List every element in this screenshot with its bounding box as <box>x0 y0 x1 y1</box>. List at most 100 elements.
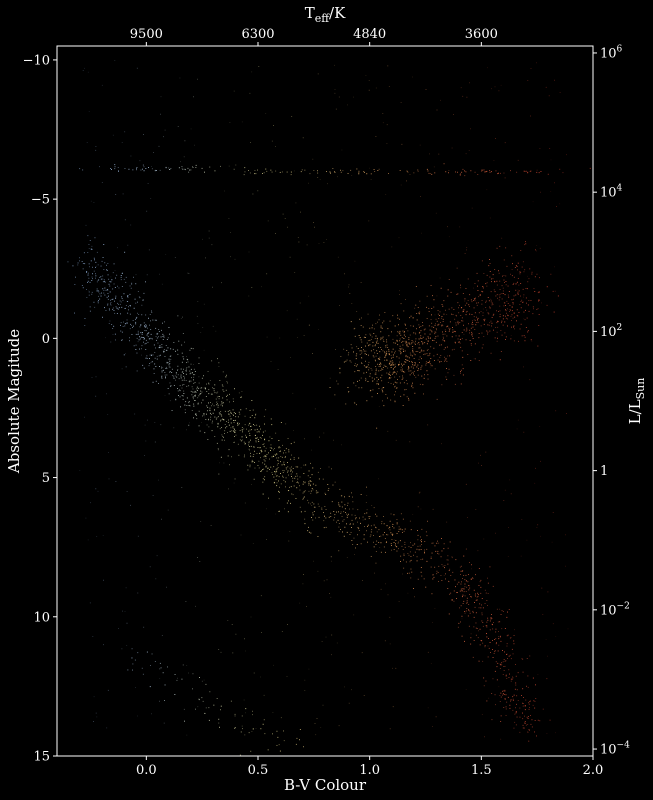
star-point <box>282 470 284 471</box>
star-point <box>133 307 135 309</box>
star-point <box>356 346 358 348</box>
star-point <box>538 172 540 174</box>
star-point <box>323 527 325 529</box>
star-point <box>506 312 507 314</box>
star-point <box>513 643 515 645</box>
star-point <box>167 666 168 668</box>
star-point <box>475 627 477 629</box>
star-point <box>419 545 421 547</box>
star-point <box>183 368 184 370</box>
star-point <box>287 462 288 463</box>
star-point <box>460 590 462 592</box>
star-point <box>327 489 329 491</box>
star-point <box>504 321 506 323</box>
star-point <box>163 136 164 138</box>
star-point <box>419 356 421 358</box>
star-point <box>354 260 356 262</box>
star-point <box>284 464 285 466</box>
star-point <box>492 278 494 280</box>
star-point <box>294 272 296 273</box>
star-point <box>313 560 314 562</box>
star-point <box>473 626 475 628</box>
star-point <box>508 609 510 610</box>
star-point <box>140 169 142 171</box>
star-point <box>380 339 382 341</box>
star-point <box>513 694 515 696</box>
star-point <box>372 324 373 326</box>
star-point <box>372 345 374 347</box>
star-point <box>442 325 444 327</box>
star-point <box>163 336 165 338</box>
star-point <box>376 540 378 542</box>
star-point <box>237 424 239 426</box>
star-point <box>477 594 479 596</box>
star-point <box>168 327 170 328</box>
star-point <box>137 715 138 717</box>
star-point <box>503 275 505 276</box>
star-point <box>478 607 480 609</box>
star-point <box>186 429 187 431</box>
star-point <box>521 519 523 520</box>
star-point <box>404 546 406 548</box>
star-point <box>460 383 462 385</box>
star-point <box>323 242 325 243</box>
star-point <box>328 466 330 468</box>
star-point <box>210 419 211 421</box>
star-point <box>442 331 443 333</box>
star-point <box>249 432 251 434</box>
star-point <box>469 594 471 595</box>
star-point <box>352 501 354 503</box>
star-point <box>124 168 126 169</box>
star-point <box>143 341 144 343</box>
star-point <box>88 290 90 292</box>
star-point <box>149 358 150 359</box>
star-point <box>487 577 488 579</box>
star-point <box>232 414 234 415</box>
star-point <box>334 89 336 90</box>
star-point <box>434 608 436 609</box>
star-point <box>135 321 137 323</box>
star-point <box>480 454 481 456</box>
star-point <box>443 348 445 350</box>
star-point <box>177 349 179 351</box>
star-point <box>472 577 474 579</box>
star-point <box>166 586 167 588</box>
star-point <box>520 250 522 251</box>
star-point <box>145 325 147 327</box>
star-point <box>72 265 74 267</box>
star-point <box>188 672 189 674</box>
star-point <box>516 314 518 316</box>
star-point <box>286 310 288 312</box>
star-point <box>385 353 387 355</box>
star-point <box>219 414 221 416</box>
star-point <box>499 296 501 298</box>
star-point <box>262 444 264 445</box>
star-point <box>506 616 508 618</box>
star-point <box>206 424 208 426</box>
star-point <box>423 393 424 395</box>
star-point <box>203 679 205 681</box>
star-point <box>225 376 227 378</box>
star-point <box>378 388 380 389</box>
star-point <box>528 729 530 730</box>
star-point <box>504 665 506 667</box>
star-point <box>461 635 463 637</box>
star-point <box>376 383 378 385</box>
star-point <box>373 507 375 509</box>
star-point <box>390 532 392 534</box>
star-point <box>120 301 122 303</box>
star-point <box>416 556 418 558</box>
star-point <box>192 396 194 398</box>
star-point <box>449 329 450 331</box>
star-point <box>378 384 379 385</box>
star-point <box>565 565 566 567</box>
star-point <box>462 356 464 358</box>
star-point <box>473 319 475 321</box>
star-point <box>426 535 428 537</box>
star-point <box>153 368 155 370</box>
star-point <box>406 171 408 172</box>
star-point <box>466 310 468 312</box>
star-point <box>420 567 422 568</box>
star-point <box>536 273 538 275</box>
star-point <box>498 294 500 296</box>
